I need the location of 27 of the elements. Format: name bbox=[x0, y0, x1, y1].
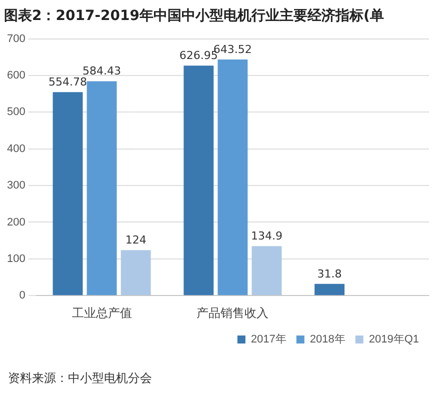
bar bbox=[314, 284, 345, 296]
data-label: 584.43 bbox=[82, 64, 122, 78]
y-tick-label: 200 bbox=[6, 216, 26, 228]
y-tick-label: 300 bbox=[6, 180, 26, 192]
data-label: 31.8 bbox=[317, 267, 342, 280]
text: 资料来源：中小型电机分会 bbox=[8, 370, 152, 387]
y-tick-label: 700 bbox=[6, 32, 26, 45]
bar bbox=[52, 92, 83, 296]
x-tick-label: 工业总产值 bbox=[72, 306, 132, 320]
y-tick-label: 500 bbox=[6, 106, 26, 118]
x-tick-label: 产品销售收入 bbox=[196, 306, 269, 320]
legend-label: 2017年 bbox=[250, 334, 286, 346]
bar bbox=[120, 250, 151, 296]
bar bbox=[218, 60, 248, 296]
y-tick-label: 100 bbox=[6, 252, 26, 265]
bar bbox=[184, 66, 214, 296]
chart-title: 图表2：2017-2019年中国中小型电机行业主要经济指标(单 bbox=[4, 7, 384, 24]
legend-label: 2018年 bbox=[310, 334, 346, 346]
data-label: 124 bbox=[125, 233, 146, 246]
y-tick-label: 600 bbox=[6, 70, 26, 82]
bar bbox=[86, 81, 117, 296]
bar bbox=[252, 246, 282, 296]
data-label: 134.9 bbox=[250, 229, 282, 242]
y-tick-label: 400 bbox=[6, 142, 26, 155]
legend-label: 2019年Q1 bbox=[368, 334, 420, 346]
y-tick-label: 0 bbox=[19, 290, 26, 302]
data-label: 554.78 bbox=[48, 75, 88, 88]
